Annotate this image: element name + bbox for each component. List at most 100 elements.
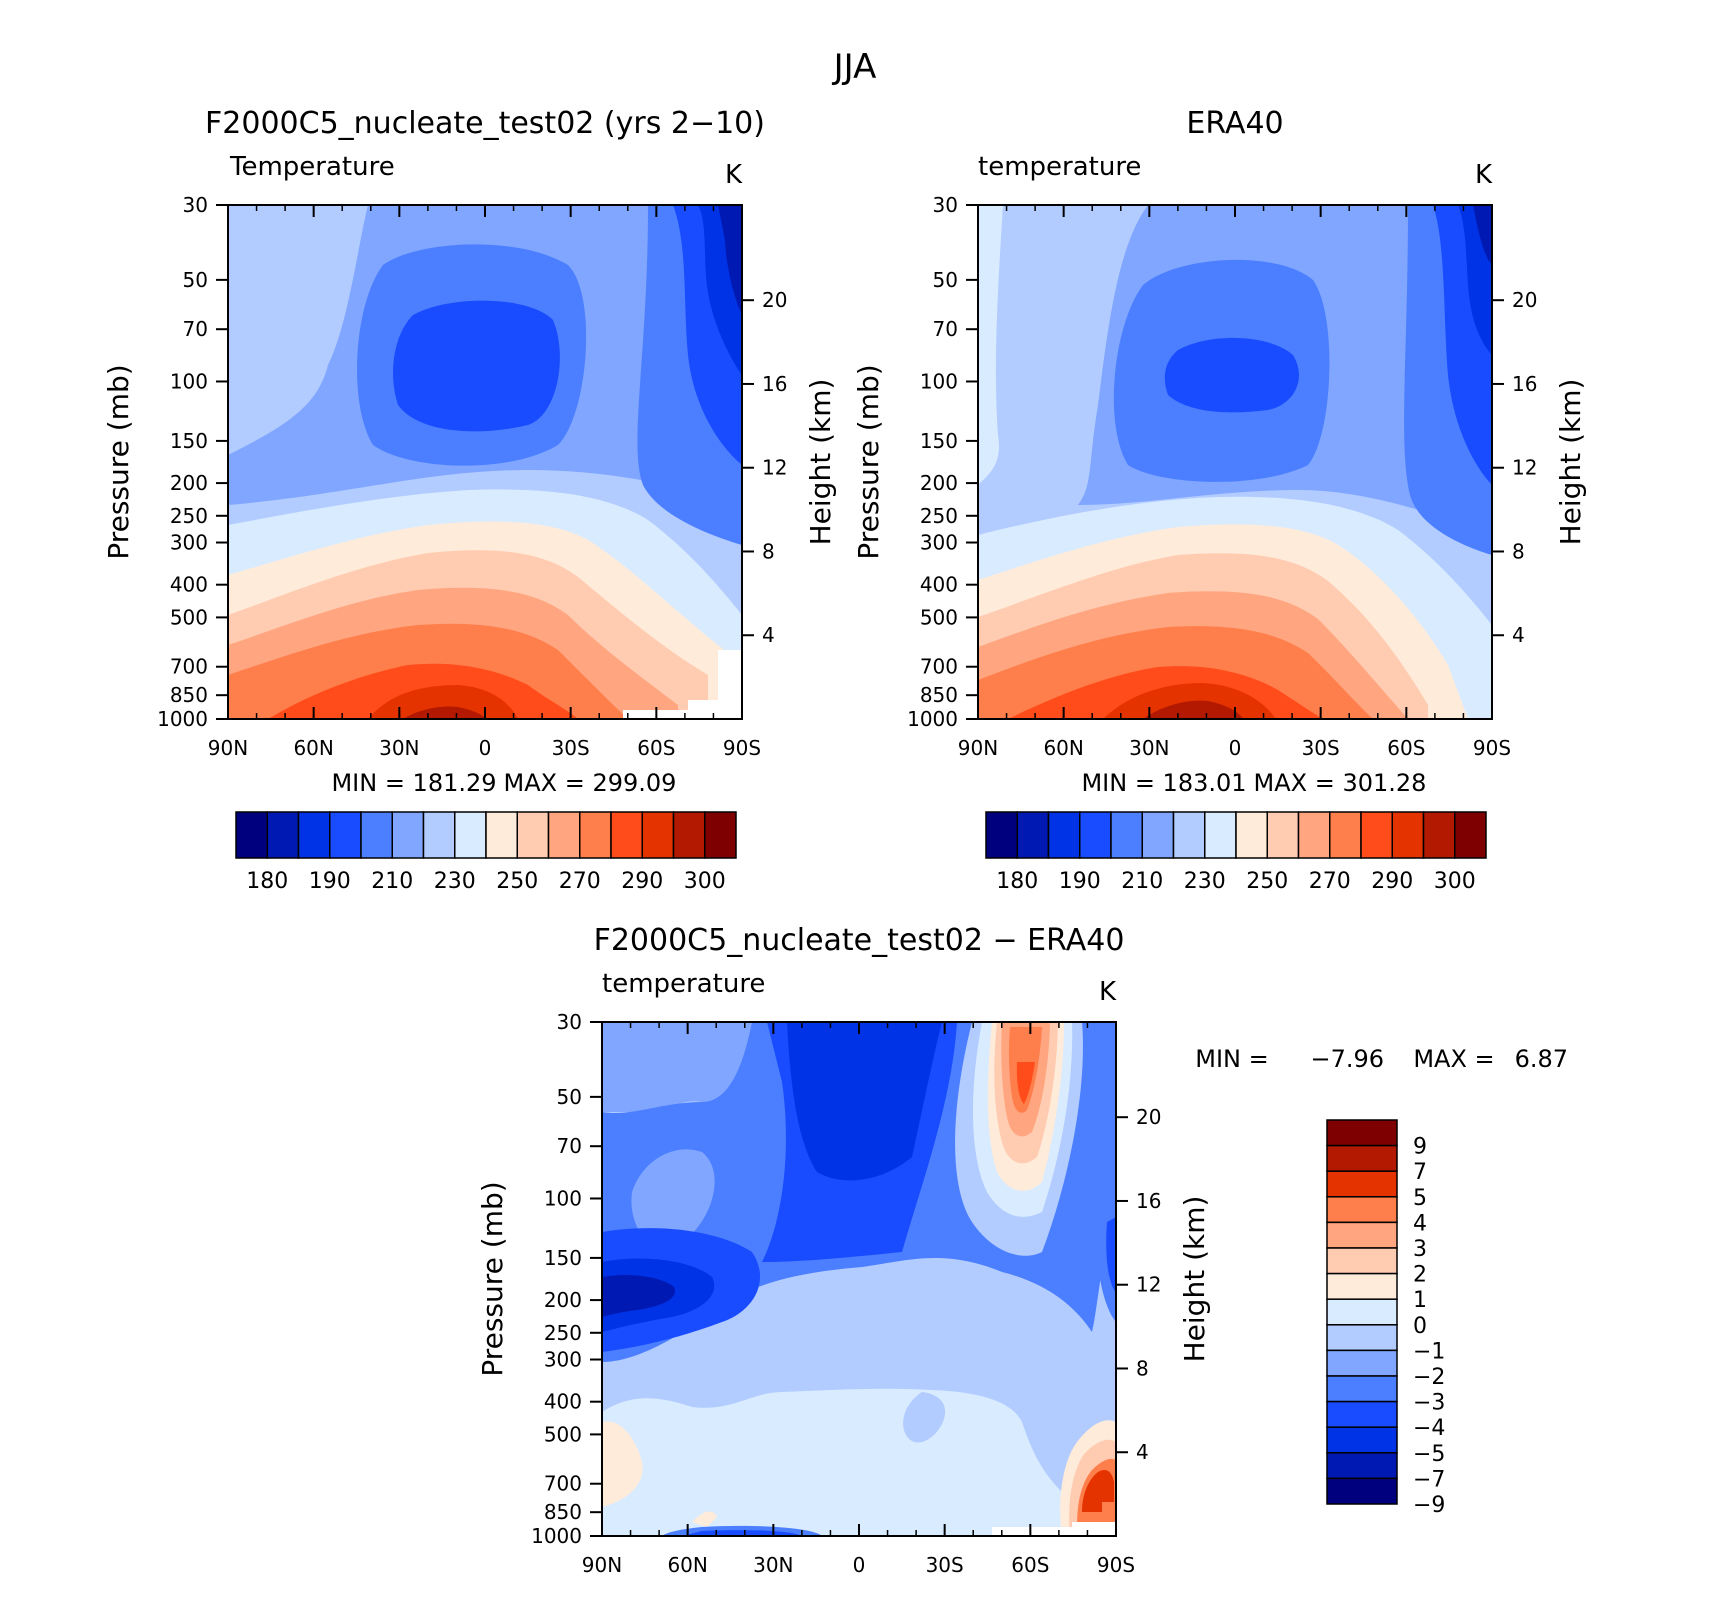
obs-ytick-label: 150	[920, 429, 958, 453]
diff-colorbar-swatch	[1326, 1119, 1398, 1147]
diff-colorbar-label: −2	[1413, 1365, 1445, 1390]
diff-y2tick-label: 12	[1136, 1273, 1161, 1297]
model-ytick-label: 500	[170, 605, 208, 629]
obs-colorbar-label: 290	[1371, 869, 1413, 894]
obs-y2tick-label: 4	[1512, 623, 1525, 647]
diff-ytick-label: 30	[557, 1010, 582, 1034]
diff-max-value: 6.87	[1515, 1045, 1568, 1073]
model-colorbar-swatch	[547, 811, 581, 859]
obs-variable-label: temperature	[978, 152, 1141, 182]
obs-panel-title: ERA40	[1186, 106, 1283, 141]
diff-ytick-label: 70	[557, 1134, 582, 1158]
obs-ytick-label: 250	[920, 504, 958, 528]
diff-ytick-label: 250	[544, 1321, 582, 1345]
obs-y2tick-label: 12	[1512, 456, 1537, 480]
model-colorbar-swatch	[610, 811, 643, 859]
model-ytick-label: 50	[183, 268, 208, 292]
model-xtick-label: 60S	[637, 736, 675, 760]
obs-colorbar-swatch	[1360, 811, 1393, 859]
model-colorbar-swatch	[235, 811, 268, 859]
model-ytick-label: 100	[170, 369, 208, 393]
diff-ytick-label: 1000	[531, 1524, 582, 1548]
diff-ytick-label: 150	[544, 1246, 582, 1270]
diff-colorbar-label: −9	[1413, 1493, 1445, 1518]
diff-xtick-label: 90N	[582, 1553, 622, 1577]
model-y2label: Height (km)	[804, 379, 837, 546]
model-y2tick-label: 12	[762, 456, 787, 480]
diff-ytick-label: 500	[544, 1422, 582, 1446]
model-colorbar-label: 270	[559, 869, 601, 894]
model-xtick-label: 60N	[293, 736, 333, 760]
model-ytick-label: 850	[170, 683, 208, 707]
diff-colorbar-label: 5	[1413, 1186, 1427, 1211]
diff-y2tick-label: 4	[1136, 1440, 1149, 1464]
diff-colorbar-swatch	[1326, 1221, 1398, 1249]
diff-colorbar-label: −5	[1413, 1442, 1445, 1467]
diff-colorbar-label: 4	[1413, 1211, 1427, 1236]
model-colorbar-label: 250	[496, 869, 538, 894]
obs-y2label: Height (km)	[1554, 379, 1587, 546]
model-y2tick-label: 20	[762, 288, 787, 312]
diff-xtick-label: 0	[853, 1553, 866, 1577]
diff-y2tick-label: 20	[1136, 1105, 1161, 1129]
obs-colorbar-swatch	[1047, 811, 1081, 859]
model-ytick-label: 400	[170, 573, 208, 597]
diff-colorbar-label: −1	[1413, 1339, 1445, 1364]
obs-ytick-label: 300	[920, 531, 958, 555]
diff-colorbar-label: −4	[1413, 1416, 1445, 1441]
diff-colorbar-swatch	[1326, 1349, 1398, 1377]
obs-colorbar-swatch	[1172, 811, 1206, 859]
diff-colorbar-swatch	[1326, 1400, 1398, 1428]
model-colorbar-swatch	[485, 811, 518, 859]
model-units-label: K	[725, 160, 743, 190]
obs-xtick-label: 30N	[1129, 736, 1169, 760]
obs-colorbar-swatch	[1297, 811, 1331, 859]
model-ytick-label: 70	[183, 317, 208, 341]
model-ytick-label: 700	[170, 655, 208, 679]
diff-ytick-label: 100	[544, 1186, 582, 1210]
diff-colorbar-swatch	[1326, 1247, 1398, 1275]
diff-colorbar-swatch	[1326, 1272, 1398, 1300]
obs-xtick-label: 30S	[1302, 736, 1340, 760]
diff-ytick-label: 200	[544, 1288, 582, 1312]
model-contour-field	[228, 205, 742, 719]
model-colorbar-label: 300	[684, 869, 726, 894]
diff-colorbar-swatch	[1326, 1144, 1398, 1172]
diff-xtick-label: 60S	[1011, 1553, 1049, 1577]
model-variable-label: Temperature	[229, 152, 395, 182]
obs-colorbar-swatch	[1454, 811, 1487, 859]
obs-colorbar-swatch	[1391, 811, 1425, 859]
model-colorbar-label: 180	[246, 869, 288, 894]
obs-xtick-label: 90N	[958, 736, 998, 760]
model-colorbar-swatch	[672, 811, 706, 859]
diff-colorbar-label: −7	[1413, 1467, 1445, 1492]
obs-colorbar-label: 250	[1246, 869, 1288, 894]
diff-units-label: K	[1099, 977, 1117, 1007]
obs-colorbar-swatch	[1422, 811, 1456, 859]
diff-colorbar-label: 7	[1413, 1160, 1427, 1185]
diff-ylabel: Pressure (mb)	[476, 1181, 509, 1376]
diff-colorbar-swatch	[1326, 1452, 1398, 1480]
diff-ytick-label: 700	[544, 1472, 582, 1496]
model-ytick-label: 300	[170, 531, 208, 555]
diff-y2tick-label: 8	[1136, 1356, 1149, 1380]
obs-ytick-label: 400	[920, 573, 958, 597]
diff-colorbar-swatch	[1326, 1375, 1398, 1403]
obs-colorbar-label: 270	[1309, 869, 1351, 894]
model-colorbar-swatch	[360, 811, 393, 859]
diff-colorbar-swatch	[1326, 1196, 1398, 1224]
model-colorbar-label: 190	[309, 869, 351, 894]
diff-colorbar-swatch	[1326, 1170, 1398, 1198]
obs-ytick-label: 850	[920, 683, 958, 707]
model-colorbar-label: 230	[434, 869, 476, 894]
obs-xtick-label: 60S	[1387, 736, 1425, 760]
model-ytick-label: 1000	[157, 707, 208, 731]
obs-panel: ERA40 temperature K 90N 60N 30N 0 30S 60S 90S 3…	[852, 106, 1587, 894]
obs-ylabel: Pressure (mb)	[852, 364, 885, 559]
model-ytick-label: 30	[183, 193, 208, 217]
obs-colorbar-label: 180	[996, 869, 1038, 894]
model-panel: F2000C5_nucleate_test02 (yrs 2−10) Tempe…	[102, 106, 837, 894]
model-y2tick-label: 8	[762, 539, 775, 563]
diff-colorbar-label: 3	[1413, 1237, 1427, 1262]
